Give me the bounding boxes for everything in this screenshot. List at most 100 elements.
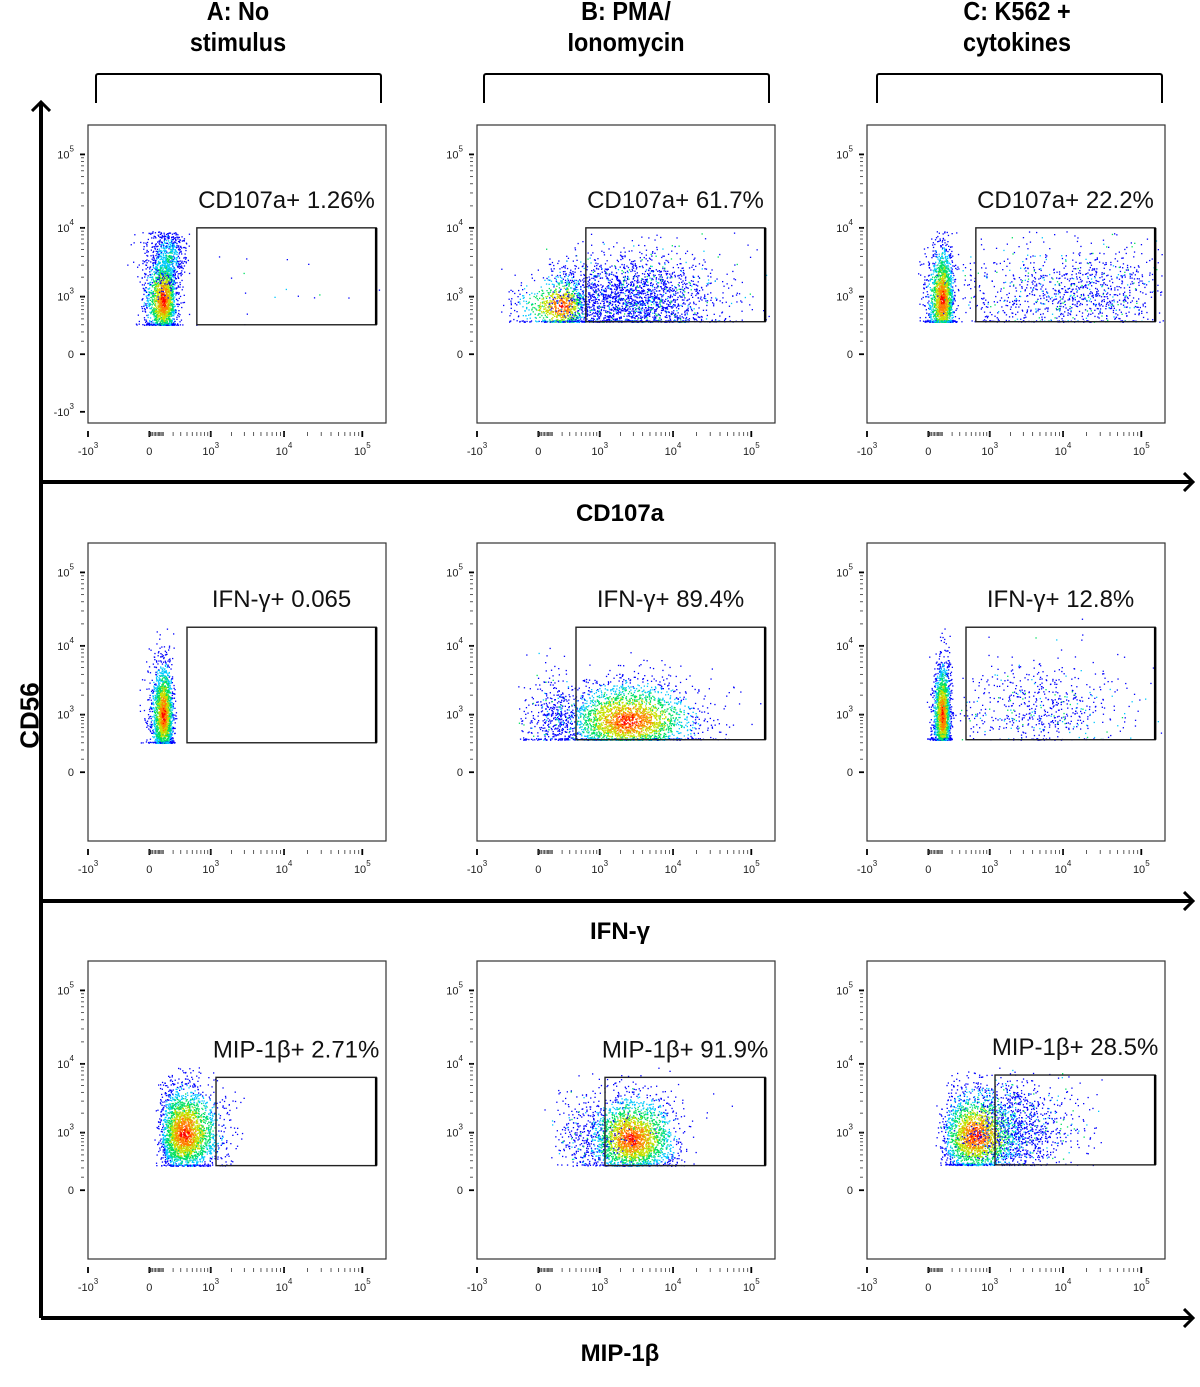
data-point	[692, 313, 695, 316]
data-point	[655, 269, 657, 271]
data-point	[163, 300, 166, 302]
data-point	[176, 264, 178, 266]
data-point	[650, 307, 652, 309]
data-point	[164, 252, 166, 255]
data-point	[564, 270, 566, 273]
data-point	[565, 274, 567, 277]
data-point	[183, 238, 186, 240]
data-point	[552, 296, 554, 298]
data-point	[183, 265, 186, 267]
data-point	[641, 304, 643, 306]
data-point	[177, 323, 179, 325]
data-point	[635, 315, 637, 317]
data-point	[614, 283, 616, 285]
data-point	[146, 259, 148, 261]
data-point	[155, 269, 157, 271]
data-point	[154, 268, 156, 270]
data-point	[648, 312, 650, 314]
data-point	[578, 291, 580, 294]
data-point	[174, 282, 176, 284]
data-point	[575, 307, 577, 309]
data-point	[159, 324, 161, 326]
data-point	[550, 313, 552, 315]
data-point	[156, 292, 158, 294]
data-point	[693, 269, 695, 271]
data-point	[156, 264, 158, 266]
data-point	[172, 244, 174, 246]
data-point	[637, 279, 639, 281]
data-point	[162, 316, 164, 319]
data-point	[631, 288, 633, 290]
data-point	[145, 242, 147, 244]
data-point	[156, 283, 158, 285]
data-point	[162, 260, 164, 262]
data-point	[174, 296, 176, 298]
data-point	[564, 316, 566, 318]
data-point	[685, 276, 687, 278]
data-point	[571, 293, 573, 295]
data-point	[151, 276, 154, 279]
data-point	[691, 292, 693, 295]
data-point	[164, 235, 167, 237]
data-point	[161, 296, 163, 298]
data-point	[158, 300, 160, 302]
data-point	[589, 292, 591, 294]
data-point	[154, 311, 156, 313]
data-point	[543, 312, 545, 314]
data-point	[686, 312, 688, 314]
data-point	[168, 282, 170, 284]
data-point	[613, 285, 615, 287]
data-point	[145, 304, 147, 306]
data-point	[630, 281, 632, 284]
data-point	[545, 297, 548, 299]
data-point	[541, 321, 543, 323]
data-point	[158, 279, 160, 281]
data-point	[157, 270, 159, 272]
data-point	[158, 262, 161, 264]
data-point	[151, 242, 153, 245]
data-point	[741, 281, 743, 284]
data-point	[148, 260, 150, 262]
data-point	[169, 319, 171, 321]
data-point	[689, 284, 691, 286]
data-point	[689, 306, 692, 308]
data-point	[166, 285, 168, 287]
data-point	[544, 314, 546, 316]
data-point	[168, 281, 170, 283]
data-point	[159, 241, 161, 243]
data-point	[166, 295, 168, 297]
data-point	[174, 324, 176, 326]
data-point	[555, 309, 557, 311]
data-point	[160, 247, 162, 249]
data-point	[159, 291, 161, 293]
data-point	[162, 307, 165, 309]
data-point	[707, 284, 709, 286]
data-point	[578, 316, 580, 318]
data-point	[709, 282, 711, 285]
data-point	[179, 283, 181, 286]
data-point	[645, 297, 647, 299]
data-point	[185, 262, 187, 264]
data-point	[175, 288, 177, 290]
data-point	[648, 298, 650, 300]
data-point	[168, 313, 171, 315]
data-point	[574, 284, 577, 287]
data-point	[562, 316, 564, 318]
data-point	[659, 306, 661, 308]
data-point	[652, 286, 654, 288]
data-point	[562, 303, 564, 305]
data-point	[641, 265, 644, 267]
data-point	[173, 269, 175, 272]
data-point	[574, 285, 576, 288]
data-point	[161, 250, 163, 252]
data-point	[538, 291, 540, 293]
data-point	[542, 302, 544, 305]
data-point	[567, 309, 569, 311]
data-point	[647, 298, 649, 300]
data-point	[174, 251, 176, 253]
data-point	[162, 284, 164, 286]
data-point	[175, 232, 177, 234]
data-point	[155, 320, 158, 322]
data-point	[545, 300, 547, 302]
data-point	[146, 314, 148, 317]
